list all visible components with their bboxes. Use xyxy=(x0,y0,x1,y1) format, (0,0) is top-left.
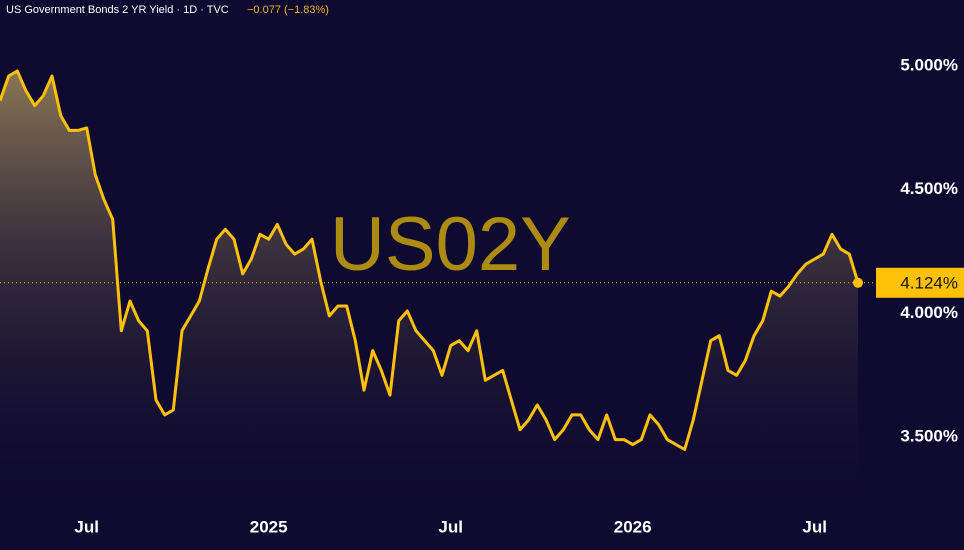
y-tick-label: 5.000% xyxy=(900,56,958,75)
x-tick-label: Jul xyxy=(438,517,463,536)
x-tick-label: 2025 xyxy=(250,517,288,536)
y-tick-label: 3.500% xyxy=(900,427,958,446)
chart-title: US Government Bonds 2 YR Yield · 1D · TV… xyxy=(6,4,229,16)
x-tick-label: Jul xyxy=(802,517,827,536)
price-tag-label: 4.124% xyxy=(900,273,958,292)
line xyxy=(0,69,860,451)
price-tag xyxy=(876,267,964,298)
x-tick-label: Jul xyxy=(74,517,99,536)
y-tick-label: 4.500% xyxy=(900,179,958,198)
last-point xyxy=(853,277,863,288)
x-tick-label: 2026 xyxy=(614,517,652,536)
y-tick-label: 4.000% xyxy=(900,303,958,322)
price-change: −0.077 (−1.83%) xyxy=(247,4,329,16)
watermark: US02Y xyxy=(330,202,571,287)
area xyxy=(0,71,858,500)
